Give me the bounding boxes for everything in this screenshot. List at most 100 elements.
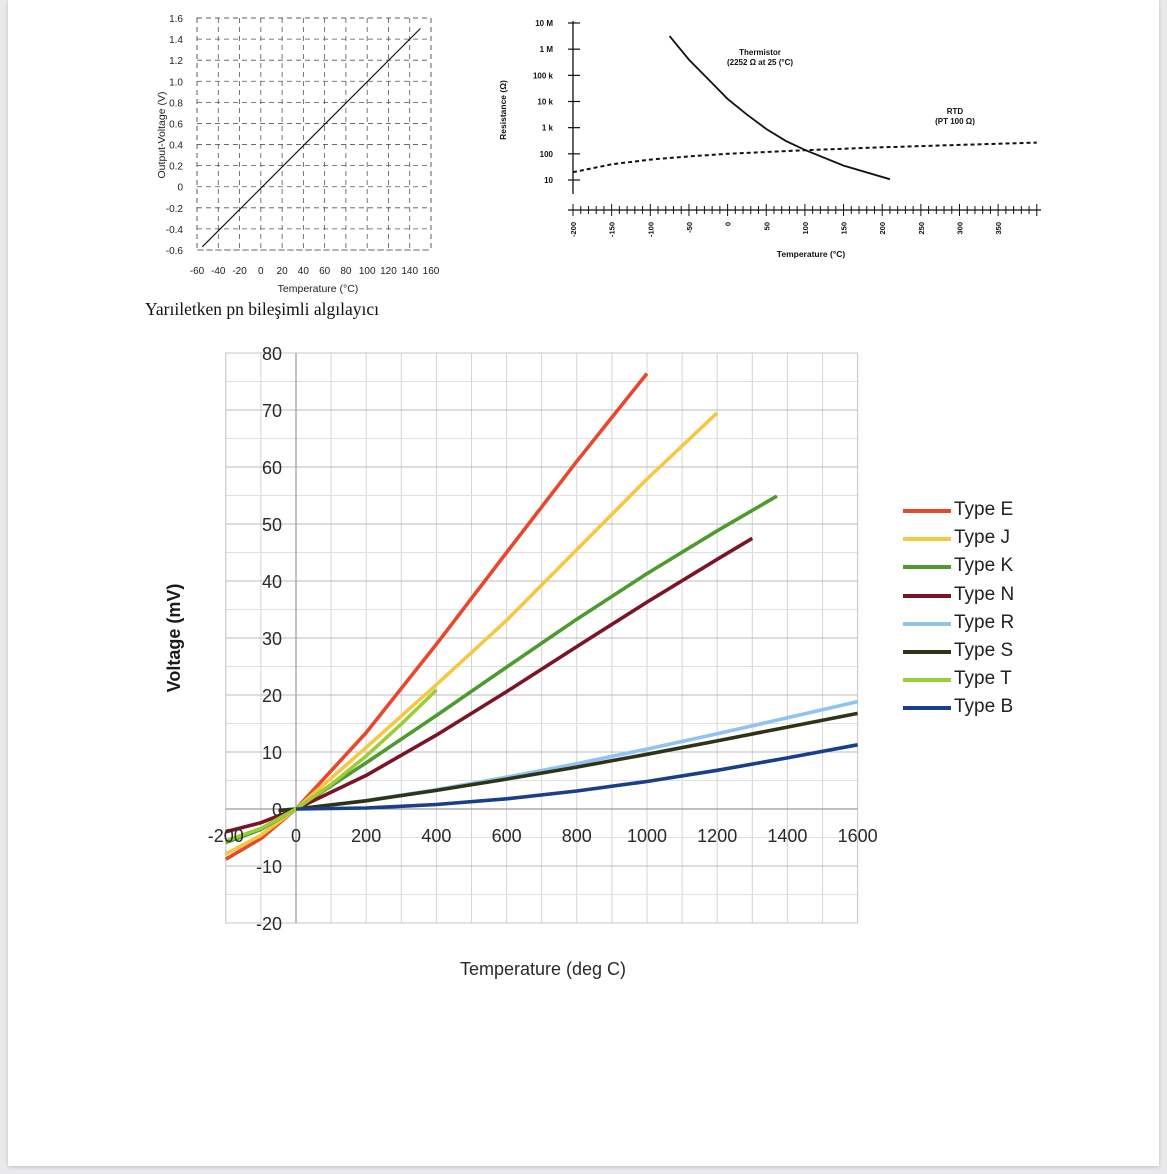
- x-tick-label: 160: [423, 266, 440, 277]
- legend-swatch: [903, 706, 951, 711]
- plot-frame: [225, 352, 859, 924]
- x-tick-label: 1400: [767, 826, 807, 846]
- x-tick-label: 100: [359, 266, 376, 277]
- y-tick-label: 1.0: [169, 77, 183, 88]
- figure-caption: Yarıiletken pn bileşimli algılayıcı: [145, 299, 379, 319]
- y-tick-label: 0.8: [169, 98, 183, 109]
- x-tick-label: 150: [840, 222, 849, 235]
- annotation-label: (2252 Ω at 25 (°C): [727, 58, 793, 67]
- y-tick-label: 50: [262, 515, 282, 535]
- y-tick-label: 20: [262, 686, 282, 706]
- y-tick-label: 40: [262, 572, 282, 592]
- x-tick-label: -20: [232, 266, 247, 277]
- legend-label: Type E: [954, 499, 1014, 520]
- document-page: -60 -40 -20 0 20 40 60 80 100 120 140 160 1.6 1.4 1.2 1…: [8, 0, 1159, 1166]
- y-axis-title: Voltage (mV): [164, 584, 184, 693]
- x-tick-label: 0: [258, 266, 264, 277]
- legend-swatch: [903, 649, 951, 654]
- x-tick-label: -150: [608, 222, 617, 237]
- thermocouple-chart: -200 0 200 400 600 800 1000 1200 1400 16008070605…: [164, 344, 878, 979]
- legend-label: Type S: [954, 639, 1014, 661]
- x-tick-label: -40: [211, 266, 226, 277]
- y-tick-label: 10: [262, 743, 282, 763]
- x-tick-label: -60: [190, 266, 205, 277]
- series-line-type-j: [224, 411, 719, 856]
- legend-swatch: [903, 509, 951, 513]
- x-tick-label: 140: [401, 266, 418, 277]
- x-axis-title: Temperature (deg C): [460, 959, 626, 979]
- y-tick-label: 0.4: [169, 141, 183, 152]
- x-tick-label: 0: [291, 826, 301, 846]
- x-tick-label: 300: [956, 222, 965, 235]
- y-tick-label: 100: [540, 150, 554, 159]
- y-tick-label: 1 k: [542, 124, 554, 133]
- y-tick-label: -20: [256, 914, 282, 934]
- y-axis-title: Output-Voltage (V): [156, 92, 168, 179]
- rtd-series-line: [572, 141, 1037, 174]
- y-tick-label: -10: [256, 857, 282, 877]
- x-tick-label: -100: [646, 222, 655, 237]
- x-axis-title: Temperature (°C): [777, 249, 846, 259]
- legend-label: Type B: [954, 696, 1014, 718]
- y-tick-label: 0.6: [169, 119, 183, 130]
- y-tick-label: 30: [262, 629, 282, 649]
- series-line-type-n: [225, 536, 754, 834]
- x-tick-label: 120: [380, 266, 397, 277]
- legend-label: Type N: [954, 583, 1015, 605]
- x-tick-label: 1600: [838, 826, 878, 846]
- series-line-type-b: [295, 743, 858, 811]
- x-tick-label: 20: [277, 266, 289, 277]
- thermistor-series-line: [668, 35, 891, 181]
- legend-swatch: [903, 537, 951, 542]
- legend-swatch: [903, 621, 951, 626]
- x-axis-title: Temperature (°C): [278, 283, 359, 295]
- y-tick-label: 70: [262, 401, 282, 421]
- annotation-label: RTD: [947, 107, 964, 116]
- x-tick-label: 400: [421, 826, 451, 846]
- y-tick-label: 0.2: [169, 162, 183, 173]
- x-tick-label: 600: [492, 826, 522, 846]
- y-tick-label: 10 M: [535, 19, 553, 28]
- legend-label: Type K: [954, 555, 1014, 577]
- x-tick-label: 100: [801, 222, 810, 235]
- y-tick-label: 10: [544, 176, 553, 185]
- annotation-label: Thermistor: [739, 48, 781, 57]
- x-tick-label: 0: [724, 222, 733, 226]
- x-tick-label: 1000: [627, 826, 667, 846]
- y-tick-label: 10 k: [537, 98, 553, 107]
- x-tick-label: 200: [878, 222, 887, 235]
- y-tick-label: 0: [177, 183, 183, 194]
- series-line-type-t: [225, 688, 438, 843]
- legend-label: Type J: [954, 527, 1010, 549]
- legend-swatch: [903, 565, 951, 570]
- y-tick-label: 100 k: [533, 71, 554, 80]
- series-line-type-s: [278, 711, 858, 813]
- x-tick-label: 80: [340, 266, 352, 277]
- annotation-label: (PT 100 Ω): [935, 117, 975, 126]
- x-tick-label: -200: [208, 826, 244, 846]
- x-tick-label: 40: [298, 266, 310, 277]
- x-tick-label: 350: [994, 222, 1003, 235]
- x-tick-label: -50: [685, 222, 694, 233]
- y-tick-label: 1.6: [169, 14, 183, 25]
- x-tick-label: 50: [762, 222, 771, 230]
- y-axis-title: Resistance (Ω): [498, 80, 508, 140]
- series-line-type-e: [224, 372, 649, 861]
- y-tick-label: 1.4: [169, 35, 183, 46]
- y-tick-label: 1 M: [540, 45, 554, 54]
- pn-series-line: [201, 28, 421, 248]
- y-tick-label: -0.4: [166, 225, 184, 236]
- thermistor-rtd-chart: 10 M 1 M 100 k 10 k 1 k 100 10 Resistance (Ω) -2…: [498, 19, 1041, 259]
- y-tick-label: 1.2: [169, 56, 183, 67]
- x-tick-label: 200: [351, 826, 381, 846]
- plot-frame: [196, 17, 432, 251]
- x-tick-label: 60: [319, 266, 331, 277]
- legend-label: Type T: [954, 668, 1012, 690]
- y-tick-label: -0.2: [166, 204, 184, 215]
- y-tick-label: -0.6: [166, 246, 184, 257]
- x-tick-label: 250: [917, 222, 926, 235]
- y-tick-label: 0: [272, 800, 282, 820]
- x-tick-label: 800: [562, 826, 592, 846]
- legend-swatch: [903, 593, 951, 598]
- y-tick-label: 80: [262, 344, 282, 364]
